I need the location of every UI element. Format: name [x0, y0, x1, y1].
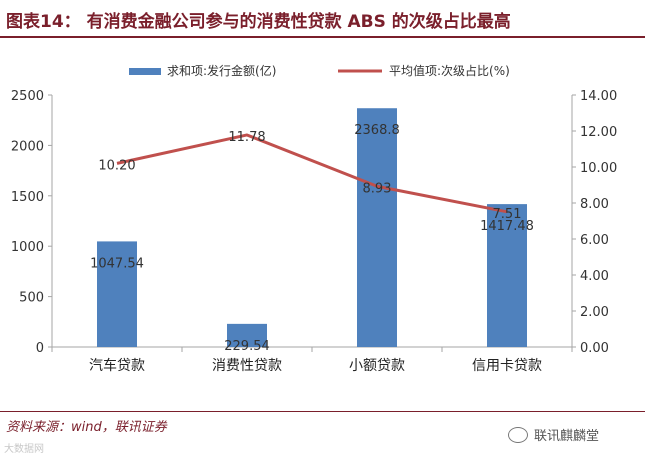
- y-right-tick-label: 4.00: [580, 269, 609, 284]
- wechat-icon: [508, 426, 528, 443]
- y-right-tick-label: 10.00: [580, 161, 617, 176]
- watermark-left: 大数据网: [4, 444, 44, 455]
- line-data-label: 10.20: [98, 158, 135, 173]
- y-left-tick-label: 2000: [11, 139, 44, 154]
- line-data-label: 7.51: [493, 207, 522, 222]
- y-left-tick-label: 500: [19, 291, 44, 306]
- x-tick-label: 信用卡贷款: [472, 358, 542, 374]
- y-left-tick-label: 0: [36, 341, 44, 356]
- y-right-tick-label: 8.00: [580, 197, 609, 212]
- y-right-tick-label: 14.00: [580, 89, 617, 104]
- bar-data-label: 2368.8: [354, 123, 400, 138]
- y-right-tick-label: 2.00: [580, 305, 609, 320]
- bar: [97, 241, 137, 347]
- y-left-tick-label: 1000: [11, 240, 44, 255]
- y-right-tick-label: 12.00: [580, 125, 617, 140]
- y-right-tick-label: 6.00: [580, 233, 609, 248]
- watermark-right: 联讯麒麟堂: [508, 425, 599, 444]
- bar-data-label: 229.54: [224, 339, 270, 354]
- y-left-tick-label: 1500: [11, 190, 44, 205]
- legend-line-label: 平均值项:次级占比(%): [389, 63, 510, 78]
- title-bar: 图表14： 有消费金融公司参与的消费性贷款 ABS 的次级占比最高: [0, 0, 645, 38]
- y-left-tick-label: 2500: [11, 89, 44, 104]
- x-tick-label: 消费性贷款: [212, 358, 282, 374]
- watermark-right-text: 联讯麒麟堂: [534, 429, 600, 444]
- source-note: 资料来源：wind，联讯证券: [6, 420, 167, 435]
- legend-bar-label: 求和项:发行金额(亿): [167, 63, 276, 78]
- line-data-label: 11.78: [228, 130, 265, 145]
- x-tick-label: 小额贷款: [349, 358, 405, 374]
- footer-divider: [0, 411, 645, 412]
- page-title: 图表14： 有消费金融公司参与的消费性贷款 ABS 的次级占比最高: [6, 12, 511, 32]
- bar: [357, 108, 397, 347]
- bar: [227, 323, 267, 347]
- line-series: [116, 133, 508, 214]
- y-right-tick-label: 0.00: [580, 341, 609, 356]
- bar-data-label: 1047.54: [90, 256, 144, 271]
- x-tick-label: 汽车贷款: [89, 357, 145, 374]
- line-data-label: 8.93: [363, 181, 392, 196]
- bar: [487, 204, 527, 347]
- bar-data-label: 1417.48: [480, 219, 534, 234]
- legend-bar-swatch: [129, 68, 161, 75]
- combo-chart: 求和项:发行金额(亿) 平均值项:次级占比(%) 0 500 1000 1500 2000 2…: [11, 63, 617, 374]
